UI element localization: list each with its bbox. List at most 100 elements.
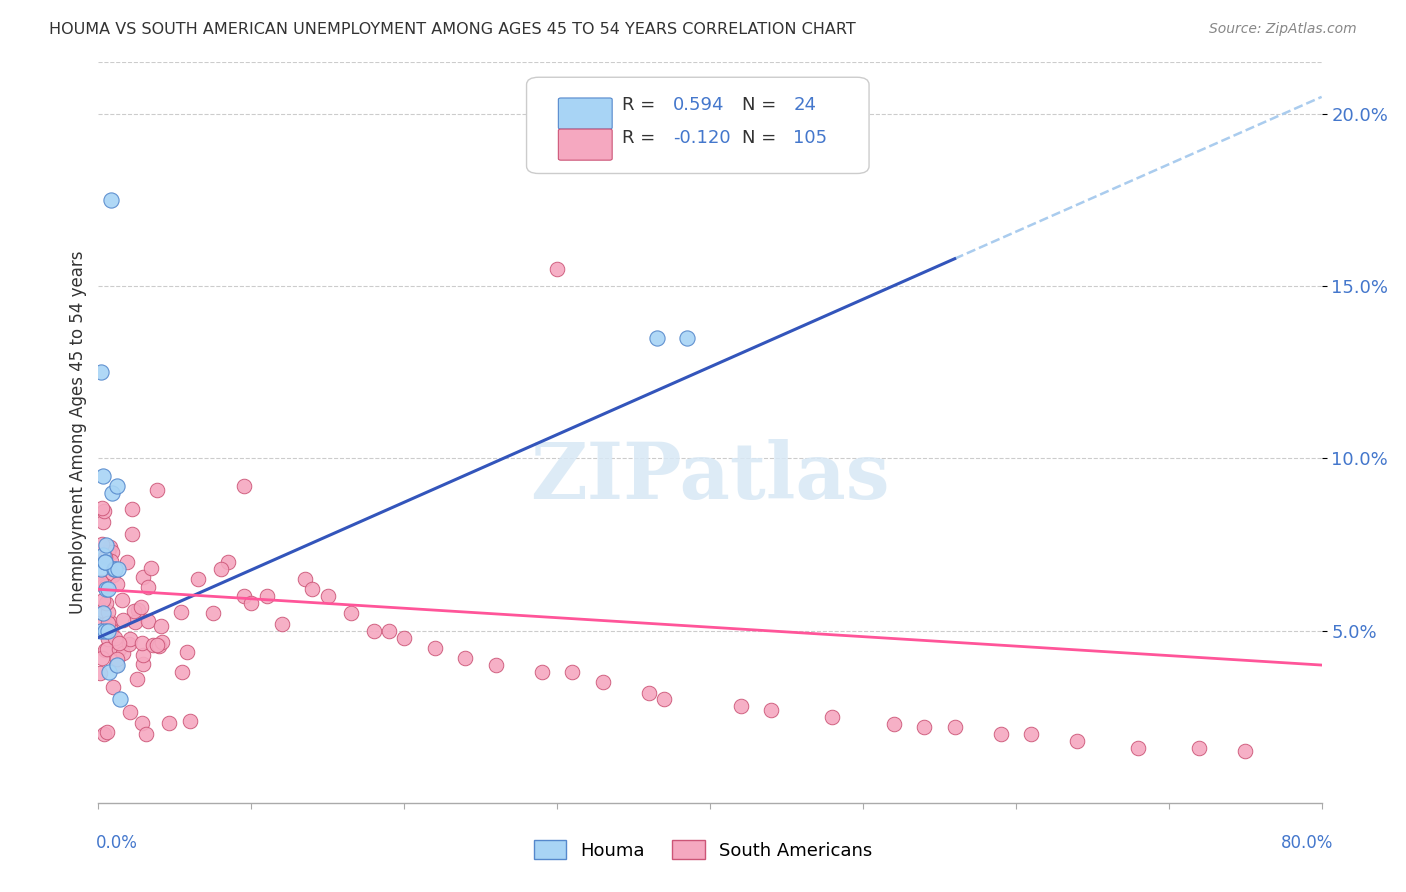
Point — [240, 596, 263, 610]
Point — [485, 658, 508, 673]
Point — [105, 658, 128, 673]
Point — [209, 561, 232, 575]
Point — [270, 616, 292, 631]
Point — [111, 593, 134, 607]
Point — [93, 727, 115, 741]
Text: R =: R = — [621, 96, 655, 114]
Point — [96, 596, 118, 610]
Point — [91, 607, 114, 621]
Point — [146, 638, 169, 652]
Point — [157, 716, 180, 731]
Point — [339, 607, 361, 621]
Point — [103, 561, 125, 575]
Point — [392, 631, 416, 645]
Point — [135, 727, 157, 741]
Point — [91, 603, 114, 617]
Point — [103, 680, 125, 694]
Point — [94, 579, 117, 593]
Point — [530, 665, 553, 679]
Point — [294, 572, 316, 586]
Point — [149, 619, 172, 633]
Point — [316, 589, 339, 603]
Point — [1234, 744, 1257, 758]
Point — [100, 193, 122, 207]
Point — [943, 720, 966, 734]
Point — [142, 638, 165, 652]
Point — [883, 716, 905, 731]
Point — [217, 555, 239, 569]
Point — [138, 614, 160, 628]
Point — [94, 582, 117, 597]
Point — [91, 548, 114, 562]
Point — [1188, 740, 1211, 755]
Point — [121, 527, 143, 541]
Point — [652, 692, 675, 706]
Point — [91, 468, 114, 483]
Point — [91, 650, 114, 665]
Text: 0.594: 0.594 — [673, 96, 725, 114]
Point — [90, 501, 112, 516]
Point — [96, 725, 118, 739]
Point — [256, 589, 278, 603]
Point — [122, 604, 145, 618]
Point — [118, 637, 141, 651]
Text: 105: 105 — [793, 129, 827, 147]
Text: N =: N = — [742, 96, 776, 114]
Point — [118, 632, 141, 646]
Point — [129, 599, 152, 614]
Text: N =: N = — [742, 129, 776, 147]
Point — [132, 648, 155, 662]
Point — [148, 639, 170, 653]
Y-axis label: Unemployment Among Ages 45 to 54 years: Unemployment Among Ages 45 to 54 years — [69, 251, 87, 615]
Point — [107, 561, 129, 575]
Text: 24: 24 — [793, 96, 817, 114]
Point — [120, 706, 142, 720]
Point — [98, 540, 121, 554]
Text: 80.0%: 80.0% — [1281, 834, 1333, 852]
Point — [124, 615, 146, 629]
Point — [94, 642, 117, 657]
Point — [89, 665, 111, 680]
Point — [94, 549, 117, 564]
Point — [561, 665, 583, 679]
Point — [108, 636, 131, 650]
Point — [121, 501, 143, 516]
Point — [91, 515, 114, 529]
Point — [115, 556, 138, 570]
Point — [108, 692, 131, 706]
Point — [90, 624, 112, 638]
Point — [100, 623, 122, 637]
Point — [1019, 727, 1042, 741]
Point — [97, 545, 120, 559]
Point — [172, 665, 194, 679]
Point — [546, 262, 568, 277]
Text: 0.0%: 0.0% — [96, 834, 138, 852]
Point — [104, 632, 127, 646]
Point — [98, 615, 121, 630]
Point — [97, 582, 120, 597]
Text: Source: ZipAtlas.com: Source: ZipAtlas.com — [1209, 22, 1357, 37]
Point — [90, 365, 112, 379]
Point — [170, 605, 193, 619]
Point — [112, 613, 135, 627]
Point — [131, 715, 153, 730]
Text: HOUMA VS SOUTH AMERICAN UNEMPLOYMENT AMONG AGES 45 TO 54 YEARS CORRELATION CHART: HOUMA VS SOUTH AMERICAN UNEMPLOYMENT AMO… — [49, 22, 856, 37]
Point — [112, 646, 135, 660]
Point — [93, 555, 115, 569]
Point — [592, 675, 614, 690]
Point — [105, 576, 128, 591]
Text: -0.120: -0.120 — [673, 129, 731, 147]
Point — [132, 569, 155, 583]
Point — [94, 537, 117, 551]
Point — [97, 632, 120, 647]
Point — [91, 536, 114, 550]
Point — [104, 657, 127, 672]
Point — [100, 554, 122, 568]
Point — [104, 561, 127, 575]
Point — [176, 645, 198, 659]
Point — [423, 640, 446, 655]
Point — [637, 685, 661, 699]
Point — [97, 605, 120, 619]
Point — [131, 636, 153, 650]
Point — [90, 561, 112, 575]
